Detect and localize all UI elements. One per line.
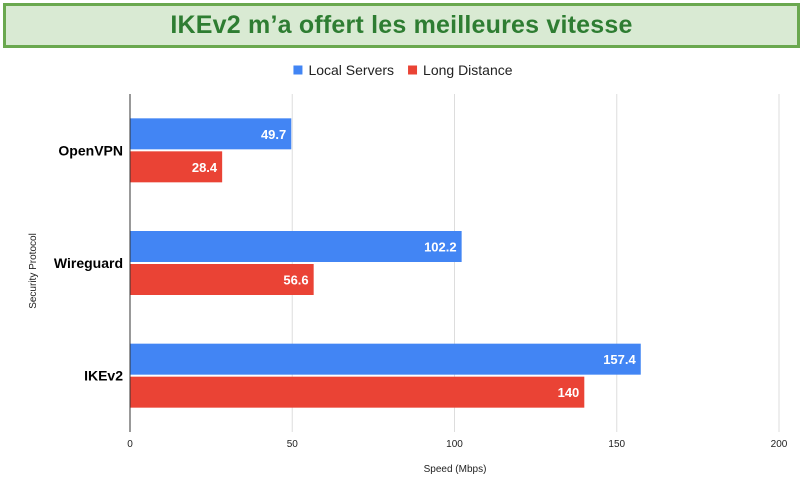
x-tick-label: 200: [771, 439, 788, 450]
data-labels: 49.7 28.4 102.2 56.6 157.4 140: [192, 127, 637, 400]
bar-wireguard-long: [130, 264, 314, 295]
legend-label: Long Distance: [423, 62, 513, 78]
bar-openvpn-local: [130, 118, 292, 150]
x-tick-label: 50: [287, 439, 299, 450]
bar-ikev2-long: [130, 376, 585, 408]
x-tick-label: 150: [608, 439, 625, 450]
data-label: 49.7: [261, 127, 286, 142]
x-axis-title: Speed (Mbps): [424, 464, 487, 475]
category-label-ikev2: IKEv2: [84, 368, 123, 384]
x-tick-label: 0: [127, 439, 133, 450]
bar-wireguard-local: [130, 231, 462, 262]
axes: 0 50 100 150 200 OpenVPN Wireguard IKEv2: [54, 94, 788, 450]
data-label: 56.6: [283, 273, 308, 288]
data-label: 140: [558, 385, 580, 400]
data-label: 28.4: [192, 160, 218, 175]
bar-openvpn-long: [130, 151, 223, 183]
category-label-openvpn: OpenVPN: [58, 142, 123, 158]
legend-swatch-long: [408, 65, 418, 75]
legend: Local Servers Long Distance: [293, 62, 513, 78]
grid-lines: [291, 94, 780, 432]
title-banner: IKEv2 m’a offert les meilleures vitesse: [3, 3, 800, 48]
category-label-wireguard: Wireguard: [54, 255, 123, 271]
bars: [130, 118, 641, 408]
y-axis-title: Security Protocol: [28, 233, 39, 309]
bar-ikev2-local: [130, 343, 641, 375]
data-label: 157.4: [603, 352, 636, 367]
data-label: 102.2: [424, 240, 457, 255]
x-tick-label: 100: [446, 439, 463, 450]
legend-swatch-local: [293, 65, 303, 75]
chart-title: IKEv2 m’a offert les meilleures vitesse: [170, 11, 633, 39]
legend-label: Local Servers: [308, 62, 394, 78]
